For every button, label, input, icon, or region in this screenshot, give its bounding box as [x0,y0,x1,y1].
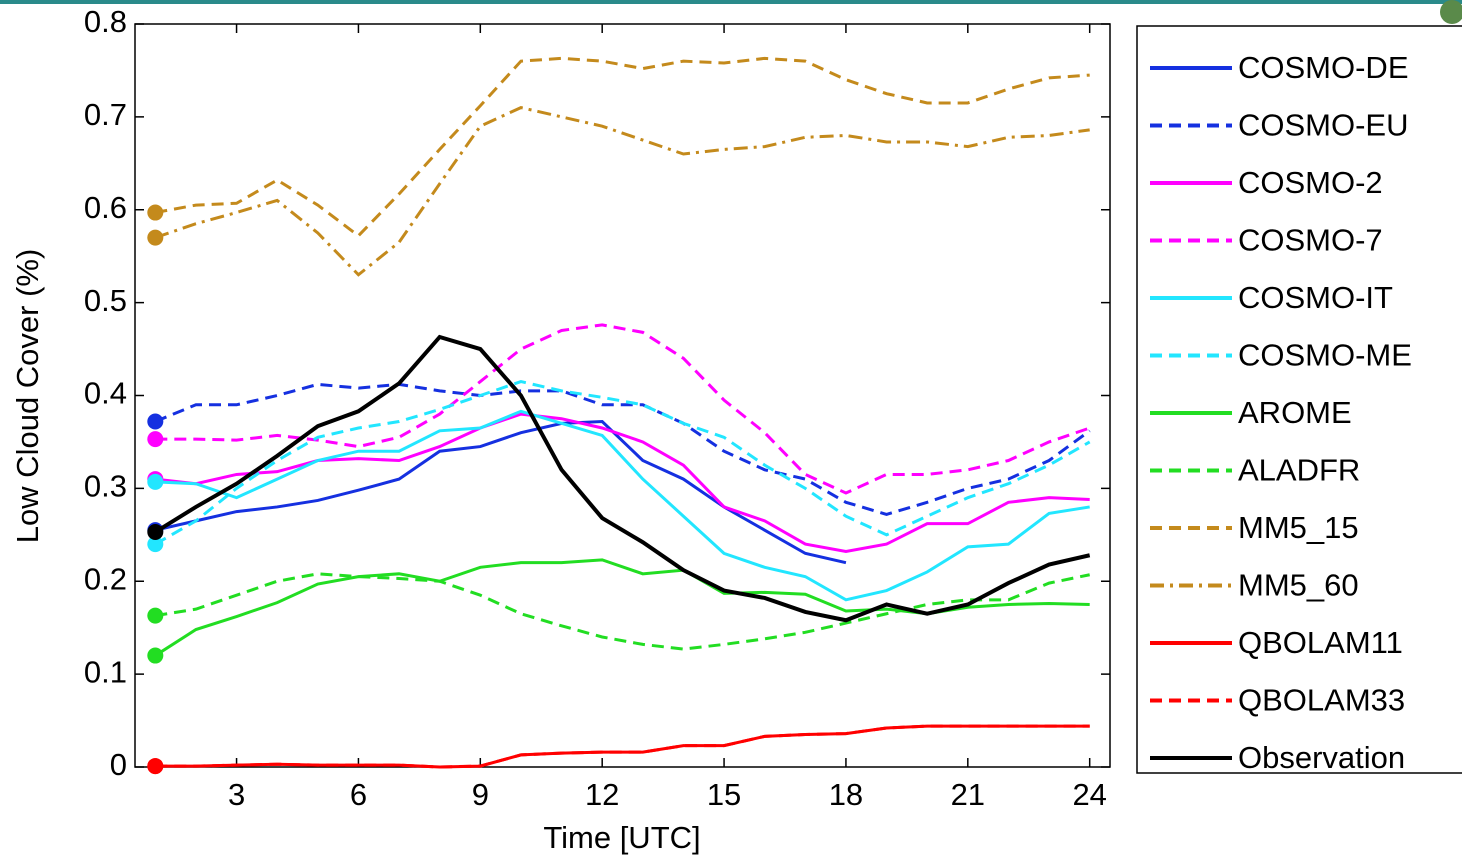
series-line [155,56,1090,238]
y-tick-label: 0.6 [84,190,127,225]
x-tick-label: 3 [228,777,245,812]
series-line [155,724,1090,769]
series-line [155,409,1090,602]
legend-label: MM5_15 [1238,510,1359,545]
start-marker [147,647,164,664]
legend-label: COSMO-IT [1238,280,1393,315]
legend-label: QBOLAM11 [1238,625,1403,660]
header-strip [0,0,1462,4]
y-tick-label: 0.7 [84,97,127,132]
series-line [154,382,1091,516]
legend-label: Observation [1238,740,1405,775]
legend-label: COSMO-DE [1238,50,1409,85]
legend-label: COSMO-EU [1238,108,1409,143]
x-tick-label: 9 [472,777,489,812]
plot-frame [134,23,1111,768]
x-tick-label: 6 [350,777,367,812]
y-tick-label: 0 [110,747,127,782]
series-line [155,323,1091,495]
x-tick-label: 15 [707,777,741,812]
logo [1440,0,1462,24]
start-marker [147,413,164,430]
legend-label: COSMO-ME [1238,338,1412,373]
start-marker [147,524,164,541]
y-axis-label: Low Cloud Cover (%) [10,249,45,544]
y-tick-label: 0.1 [84,654,127,689]
y-tick-label: 0.2 [84,561,127,596]
start-marker [147,431,164,448]
x-tick-label: 21 [951,777,985,812]
start-marker [147,204,164,221]
x-axis-label: Time [UTC] [543,820,700,855]
series-line [154,334,1091,623]
start-marker [147,536,164,553]
y-tick-label: 0.5 [84,283,127,318]
start-marker [147,607,164,624]
x-tick-label: 18 [829,777,863,812]
series-line [155,572,1090,651]
x-tick-label: 12 [585,777,619,812]
legend-label: COSMO-7 [1238,223,1383,258]
legend-label: AROME [1238,395,1352,430]
y-tick-label: 0.8 [84,4,127,39]
series-line [155,724,1090,769]
series-line [154,106,1090,277]
start-marker [147,473,164,490]
legend-label: QBOLAM33 [1238,683,1405,718]
legend-label: COSMO-2 [1238,165,1383,200]
legend-label: ALADFR [1238,453,1360,488]
legend-label: MM5_60 [1238,568,1359,603]
series-line [154,419,847,565]
y-tick-label: 0.3 [84,469,127,504]
legend-box [1136,25,1462,774]
start-marker [147,758,164,775]
start-marker [147,229,164,246]
x-tick-label: 24 [1072,777,1106,812]
series-line [154,380,1091,546]
y-tick-label: 0.4 [84,376,127,411]
